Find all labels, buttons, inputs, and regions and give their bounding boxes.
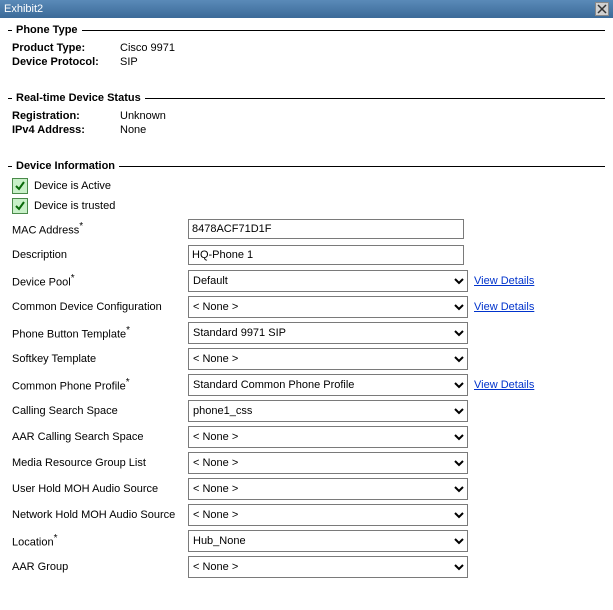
common-phone-profile-label: Common Phone Profile <box>12 377 188 393</box>
aar-group-select[interactable]: < None > <box>188 556 468 578</box>
location-select[interactable]: Hub_None <box>188 530 468 552</box>
media-resource-group-list-label: Media Resource Group List <box>12 457 188 469</box>
device-trusted-row: Device is trusted <box>12 198 601 214</box>
media-resource-group-list-select[interactable]: < None > <box>188 452 468 474</box>
user-hold-moh-select[interactable]: < None > <box>188 478 468 500</box>
calling-search-space-label: Calling Search Space <box>12 405 188 417</box>
ipv4-value: None <box>120 124 146 136</box>
product-type-value: Cisco 9971 <box>120 42 175 54</box>
realtime-status-section: Real-time Device Status Registration: Un… <box>8 92 605 146</box>
common-device-config-select[interactable]: < None > <box>188 296 468 318</box>
network-hold-moh-label: Network Hold MOH Audio Source <box>12 509 188 521</box>
network-hold-moh-select[interactable]: < None > <box>188 504 468 526</box>
location-label: Location <box>12 533 188 549</box>
check-icon <box>12 198 28 214</box>
aar-group-label: AAR Group <box>12 561 188 573</box>
registration-value: Unknown <box>120 110 166 122</box>
title-bar: Exhibit2 <box>0 0 613 18</box>
phone-button-template-label: Phone Button Template <box>12 325 188 341</box>
product-type-label: Product Type: <box>12 42 120 54</box>
description-input[interactable] <box>188 245 464 265</box>
registration-label: Registration: <box>12 110 120 122</box>
mac-address-input[interactable] <box>188 219 464 239</box>
device-active-row: Device is Active <box>12 178 601 194</box>
mac-address-label: MAC Address <box>12 221 188 237</box>
device-protocol-label: Device Protocol: <box>12 56 120 68</box>
phone-type-section: Phone Type Product Type: Cisco 9971 Devi… <box>8 24 605 78</box>
description-label: Description <box>12 249 188 261</box>
device-pool-select[interactable]: Default <box>188 270 468 292</box>
common-phone-profile-view-details-link[interactable]: View Details <box>474 379 534 391</box>
aar-calling-search-space-select[interactable]: < None > <box>188 426 468 448</box>
device-trusted-label: Device is trusted <box>34 200 115 212</box>
device-info-section: Device Information Device is Active Devi… <box>8 160 605 590</box>
realtime-legend: Real-time Device Status <box>12 92 145 104</box>
phone-button-template-select[interactable]: Standard 9971 SIP <box>188 322 468 344</box>
close-icon <box>597 4 607 14</box>
device-pool-label: Device Pool <box>12 273 188 289</box>
softkey-template-select[interactable]: < None > <box>188 348 468 370</box>
ipv4-label: IPv4 Address: <box>12 124 120 136</box>
common-device-config-view-details-link[interactable]: View Details <box>474 301 534 313</box>
device-protocol-value: SIP <box>120 56 138 68</box>
softkey-template-label: Softkey Template <box>12 353 188 365</box>
device-pool-view-details-link[interactable]: View Details <box>474 275 534 287</box>
phone-type-legend: Phone Type <box>12 24 82 36</box>
user-hold-moh-label: User Hold MOH Audio Source <box>12 483 188 495</box>
device-active-label: Device is Active <box>34 180 111 192</box>
aar-calling-search-space-label: AAR Calling Search Space <box>12 431 188 443</box>
common-phone-profile-select[interactable]: Standard Common Phone Profile <box>188 374 468 396</box>
device-info-legend: Device Information <box>12 160 119 172</box>
common-device-config-label: Common Device Configuration <box>12 301 188 313</box>
calling-search-space-select[interactable]: phone1_css <box>188 400 468 422</box>
window-title: Exhibit2 <box>4 3 43 15</box>
close-button[interactable] <box>595 2 609 16</box>
check-icon <box>12 178 28 194</box>
